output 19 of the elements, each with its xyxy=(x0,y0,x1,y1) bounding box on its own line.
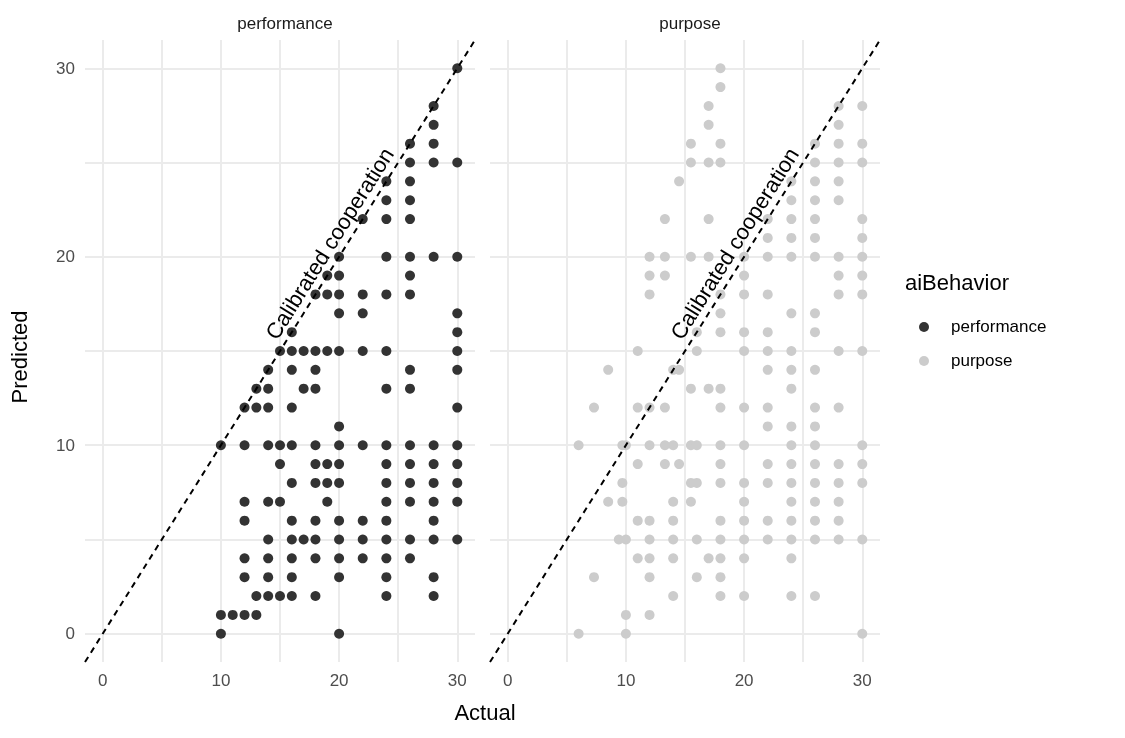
y-tick-label: 10 xyxy=(56,435,75,455)
legend-title: aiBehavior xyxy=(905,270,1010,296)
legend-label: purpose xyxy=(951,351,1013,371)
legend-label: performance xyxy=(951,317,1047,337)
y-tick-label: 20 xyxy=(56,247,75,267)
x-tick-label: 0 xyxy=(502,671,513,690)
x-tick-label: 30 xyxy=(852,671,872,690)
y-tick-label: 0 xyxy=(65,624,75,644)
y-tick-label: 30 xyxy=(56,58,75,78)
chart-title: purpose xyxy=(659,14,721,33)
x-tick-label: 30 xyxy=(447,671,467,690)
x-axis-title: Actual xyxy=(453,700,517,726)
x-tick-label: 20 xyxy=(329,671,349,690)
y-axis-title: Predicted xyxy=(7,310,33,404)
x-tick-label: 20 xyxy=(734,671,754,690)
x-tick-label: 0 xyxy=(97,671,108,690)
chart-title: performance xyxy=(237,14,333,33)
x-tick-label: 10 xyxy=(211,671,231,690)
x-tick-label: 10 xyxy=(616,671,636,690)
